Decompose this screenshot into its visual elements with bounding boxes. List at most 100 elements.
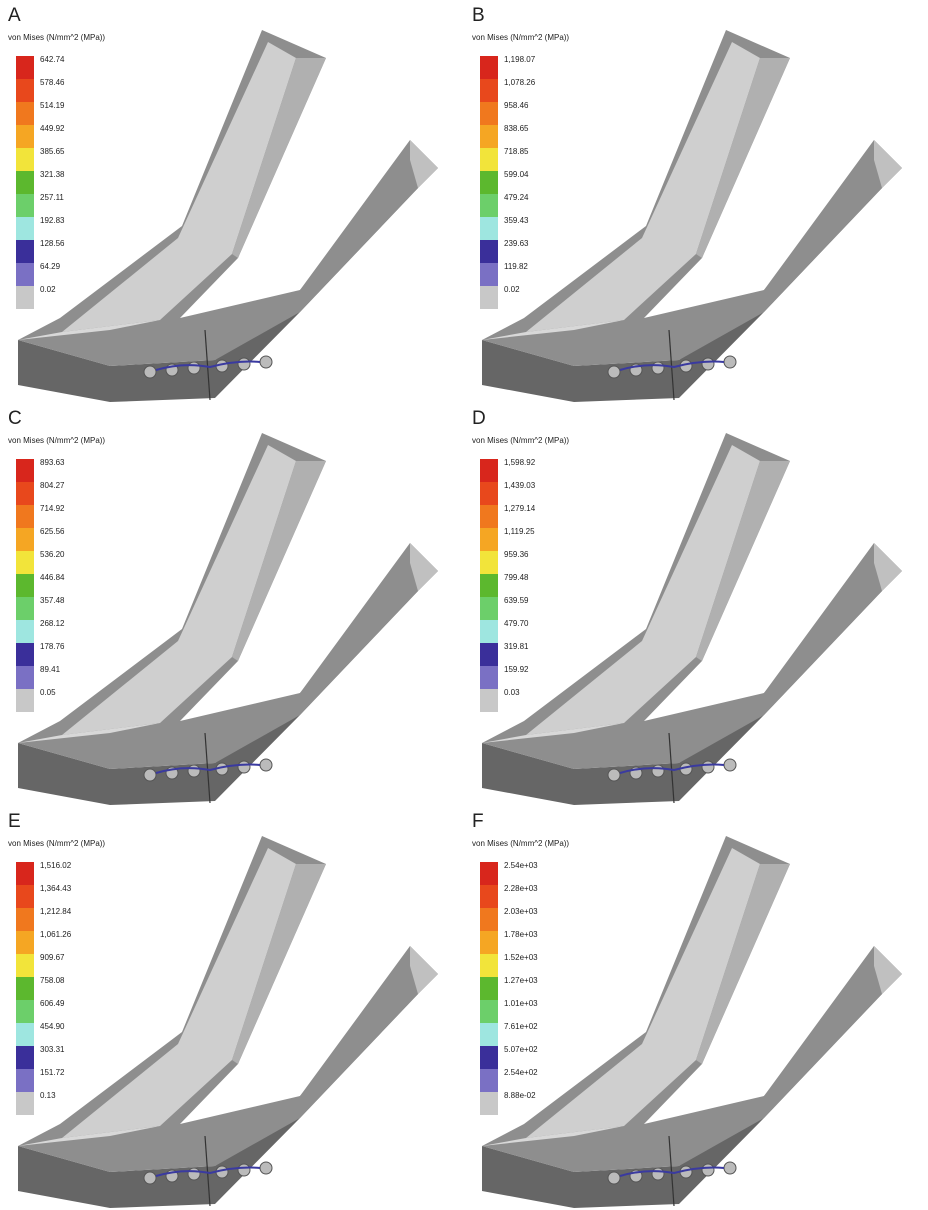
legend-swatch (16, 102, 34, 125)
legend-label: 536.20 (40, 550, 65, 559)
legend-label: 454.90 (40, 1022, 65, 1031)
legend-swatch (480, 171, 498, 194)
legend-swatch (16, 171, 34, 194)
legend-swatch (16, 643, 34, 666)
legend-title: von Mises (N/mm^2 (MPa)) (472, 839, 569, 848)
legend-label: 642.74 (40, 55, 65, 64)
legend-swatch (16, 885, 34, 908)
legend-label: 959.36 (504, 550, 529, 559)
legend-title: von Mises (N/mm^2 (MPa)) (8, 436, 105, 445)
legend-label: 804.27 (40, 481, 65, 490)
legend-label: 357.48 (40, 596, 65, 605)
part-render (482, 836, 902, 1208)
legend-swatch (16, 666, 34, 689)
panel-letter: E (8, 811, 21, 832)
legend-label: 89.41 (40, 665, 61, 674)
legend-label: 2.54e+03 (504, 861, 538, 870)
legend-swatch (16, 194, 34, 217)
legend-label: 239.63 (504, 239, 529, 248)
legend-label: 64.29 (40, 262, 61, 271)
legend-title: von Mises (N/mm^2 (MPa)) (472, 436, 569, 445)
legend-swatch (480, 862, 498, 885)
legend-swatch (16, 240, 34, 263)
legend-title: von Mises (N/mm^2 (MPa)) (8, 839, 105, 848)
legend-swatch (480, 1069, 498, 1092)
legend-label: 0.03 (504, 688, 520, 697)
legend-label: 2.03e+03 (504, 907, 538, 916)
panel-letter: F (472, 811, 484, 832)
legend-title: von Mises (N/mm^2 (MPa)) (8, 33, 105, 42)
legend-swatch (480, 528, 498, 551)
legend-swatch (16, 931, 34, 954)
legend-label: 838.65 (504, 124, 529, 133)
legend-label: 514.19 (40, 101, 65, 110)
legend-label: 2.28e+03 (504, 884, 538, 893)
legend-label: 625.56 (40, 527, 65, 536)
legend-swatch (480, 620, 498, 643)
legend-swatch (16, 505, 34, 528)
legend-swatch (480, 643, 498, 666)
legend-label: 159.92 (504, 665, 529, 674)
legend-swatch (16, 620, 34, 643)
legend-label: 385.65 (40, 147, 65, 156)
legend-label: 479.24 (504, 193, 529, 202)
legend-label: 359.43 (504, 216, 529, 225)
legend-label: 958.46 (504, 101, 529, 110)
legend-label: 303.31 (40, 1045, 65, 1054)
legend-label: 5.07e+02 (504, 1045, 538, 1054)
legend-swatch (16, 1023, 34, 1046)
part-render (18, 836, 438, 1208)
legend-label: 639.59 (504, 596, 529, 605)
legend-swatch (480, 505, 498, 528)
legend-label: 1.52e+03 (504, 953, 538, 962)
legend-swatch (16, 263, 34, 286)
legend-swatch (16, 689, 34, 712)
legend-swatch (480, 482, 498, 505)
legend-swatch (480, 574, 498, 597)
legend-label: 1,364.43 (40, 884, 72, 893)
legend-label: 1,078.26 (504, 78, 536, 87)
legend-label: 151.72 (40, 1068, 65, 1077)
legend-swatch (16, 528, 34, 551)
legend-swatch (480, 954, 498, 977)
legend-swatch (480, 217, 498, 240)
legend-swatch (16, 148, 34, 171)
legend-label: 319.81 (504, 642, 529, 651)
legend-label: 758.08 (40, 976, 65, 985)
legend-swatch (16, 551, 34, 574)
legend-swatch (16, 79, 34, 102)
legend-swatch (16, 1046, 34, 1069)
legend-label: 7.61e+02 (504, 1022, 538, 1031)
legend-swatch (16, 286, 34, 309)
legend-label: 606.49 (40, 999, 65, 1008)
legend-swatch (480, 286, 498, 309)
legend-label: 714.92 (40, 504, 65, 513)
legend-swatch (480, 263, 498, 286)
panel-letter: D (472, 408, 486, 429)
legend-label: 1,439.03 (504, 481, 536, 490)
legend-label: 799.48 (504, 573, 529, 582)
legend-label: 1,516.02 (40, 861, 72, 870)
legend-label: 0.05 (40, 688, 56, 697)
legend-swatch (480, 885, 498, 908)
legend-label: 128.56 (40, 239, 65, 248)
legend-label: 119.82 (504, 262, 528, 271)
legend-title: von Mises (N/mm^2 (MPa)) (472, 33, 569, 42)
legend-label: 1.01e+03 (504, 999, 538, 1008)
legend-label: 0.02 (40, 285, 56, 294)
legend-swatch (480, 551, 498, 574)
legend-swatch (480, 56, 498, 79)
legend-label: 1,061.26 (40, 930, 72, 939)
legend-label: 1,198.07 (504, 55, 536, 64)
legend-label: 909.67 (40, 953, 65, 962)
legend-label: 178.76 (40, 642, 65, 651)
legend-swatch (480, 1046, 498, 1069)
legend-label: 578.46 (40, 78, 65, 87)
legend-swatch (480, 977, 498, 1000)
legend-swatch (480, 908, 498, 931)
legend-label: 1,279.14 (504, 504, 536, 513)
legend-label: 1.78e+03 (504, 930, 538, 939)
